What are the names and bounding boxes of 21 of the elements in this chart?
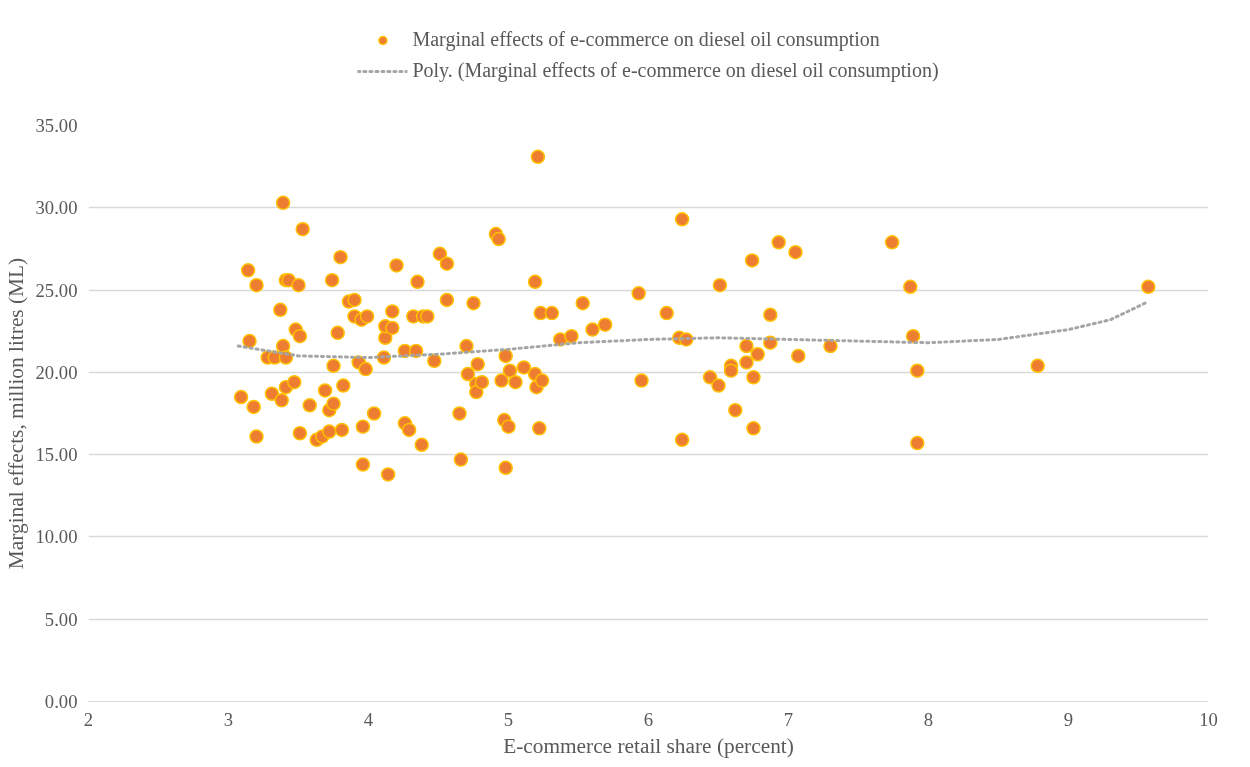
x-tick-label: 4 (363, 708, 374, 730)
y-tick-label: 10.00 (35, 526, 78, 548)
y-tick-label: 5.00 (44, 608, 78, 630)
y-tick-label: 35.00 (35, 115, 78, 136)
y-tick-label: 0.00 (44, 691, 78, 712)
x-tick-label: 7 (783, 708, 794, 730)
x-tick-label: 10 (1199, 708, 1218, 730)
y-axis-title: Marginal effects, million litres (ML) (3, 257, 28, 570)
y-tick-label: 20.00 (35, 361, 78, 383)
x-tick-label: 8 (923, 708, 934, 730)
x-tick-label: 3 (223, 708, 234, 730)
x-tick-label: 9 (1063, 708, 1074, 730)
x-tick-label: 5 (503, 708, 514, 730)
x-tick-label: 6 (643, 708, 654, 730)
x-axis-title: E-commerce retail share (percent) (503, 733, 794, 758)
y-tick-label: 25.00 (35, 279, 78, 301)
y-tick-label: 30.00 (35, 197, 78, 219)
legend-label: Marginal effects of e-commerce on diesel oil consumption (412, 28, 880, 51)
x-tick-label: 2 (83, 708, 94, 730)
legend-label: Poly. (Marginal effects of e-commerce on diesel oil consumption) (412, 59, 939, 82)
y-tick-label: 15.00 (35, 444, 78, 466)
